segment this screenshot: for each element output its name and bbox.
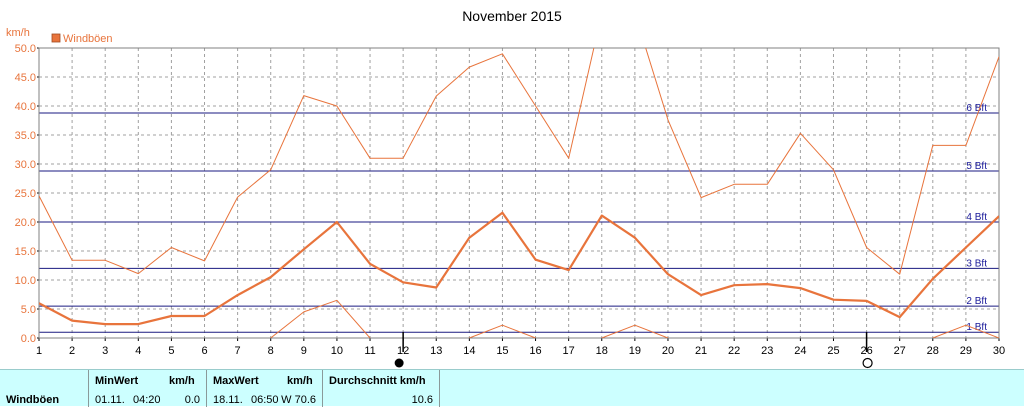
stats-max-time: 06:50 — [251, 394, 279, 406]
stats-min-cell: MinWert km/h 01.11. 04:20 0.0 — [88, 370, 206, 407]
x-tick-label: 16 — [529, 345, 541, 357]
stats-avg-header: Durchschnitt km/h — [329, 375, 426, 387]
beaufort-label: 5 Bft — [966, 161, 987, 172]
x-tick-label: 8 — [268, 345, 274, 357]
stats-min-value: 0.0 — [184, 394, 200, 406]
series-line-max — [39, 48, 999, 275]
y-tick-label: 15.0 — [15, 246, 36, 258]
x-tick-label: 6 — [201, 345, 207, 357]
series-line-min — [270, 299, 999, 338]
stats-max-cell: MaxWert km/h 18.11. 06:50 W 70.6 — [206, 370, 322, 407]
x-tick-label: 21 — [695, 345, 707, 357]
stats-max-header: MaxWert — [213, 375, 259, 387]
full-moon-icon — [862, 357, 873, 369]
x-tick-label: 4 — [135, 345, 141, 357]
y-tick-label: 25.0 — [15, 188, 36, 200]
x-tick-label: 20 — [662, 345, 674, 357]
y-tick-label: 35.0 — [15, 130, 36, 142]
x-tick-label: 3 — [102, 345, 108, 357]
legend-label: Windböen — [63, 33, 113, 45]
beaufort-label: 1 Bft — [966, 322, 987, 333]
beaufort-label: 3 Bft — [966, 258, 987, 269]
new-moon-icon — [394, 358, 404, 368]
x-tick-label: 13 — [430, 345, 442, 357]
x-tick-label: 28 — [927, 345, 939, 357]
stats-min-date: 01.11. — [95, 394, 125, 406]
series-line-average — [39, 211, 999, 326]
wind-gust-chart: November 2015 km/h Windböen 0.0 5.0 10.0 15.0 2… — [6, 8, 1005, 369]
x-tick-label: 7 — [235, 345, 241, 357]
x-tick-label: 22 — [728, 345, 740, 357]
x-tick-label: 30 — [993, 345, 1005, 357]
x-tick-label: 19 — [629, 345, 641, 357]
y-tick-label: 5.0 — [21, 304, 36, 316]
stats-avg-cell: Durchschnitt km/h 10.6 — [322, 370, 440, 407]
plot-frame — [38, 47, 1000, 339]
chart-title: November 2015 — [462, 8, 562, 24]
stats-min-time: 04:20 — [133, 394, 161, 406]
stats-min-header: MinWert — [95, 375, 139, 387]
x-tick-label: 25 — [827, 345, 839, 357]
stats-row-label: Windböen — [6, 394, 60, 406]
legend-swatch — [51, 33, 61, 43]
stats-max-date: 18.11. — [213, 394, 243, 406]
y-tick-label: 10.0 — [15, 275, 36, 287]
x-tick-label: 27 — [894, 345, 906, 357]
x-tick-label: 1 — [36, 345, 42, 357]
x-tick-label: 11 — [364, 345, 375, 357]
y-tick-label: 40.0 — [15, 101, 36, 113]
beaufort-label: 4 Bft — [966, 212, 987, 223]
x-tick-label: 23 — [761, 345, 773, 357]
x-tick-label: 5 — [168, 345, 174, 357]
x-tick-label: 2 — [69, 345, 75, 357]
y-tick-label: 30.0 — [15, 159, 36, 171]
x-tick-label: 15 — [496, 345, 508, 357]
stats-avg-value: 10.6 — [411, 394, 433, 406]
y-tick-label: 50.0 — [15, 43, 36, 55]
x-tick-label: 17 — [563, 345, 575, 357]
x-tick-label: 24 — [794, 345, 806, 357]
beaufort-label: 6 Bft — [966, 103, 987, 114]
x-tick-label: 10 — [331, 345, 343, 357]
beaufort-label: 2 Bft — [966, 296, 987, 307]
x-tick-label: 9 — [301, 345, 307, 357]
statistics-bar: Windböen MinWert km/h 01.11. 04:20 0.0 M… — [0, 369, 1024, 407]
x-tick-label: 29 — [960, 345, 972, 357]
y-tick-label: 0.0 — [21, 333, 36, 345]
stats-max-value: W 70.6 — [281, 394, 316, 406]
y-tick-label: 45.0 — [15, 72, 36, 84]
stats-min-unit: km/h — [169, 375, 195, 387]
x-tick-label: 18 — [596, 345, 608, 357]
y-axis-unit: km/h — [6, 27, 30, 39]
x-tick-label: 14 — [463, 345, 475, 357]
stats-max-unit: km/h — [287, 375, 313, 387]
y-tick-label: 20.0 — [15, 217, 36, 229]
